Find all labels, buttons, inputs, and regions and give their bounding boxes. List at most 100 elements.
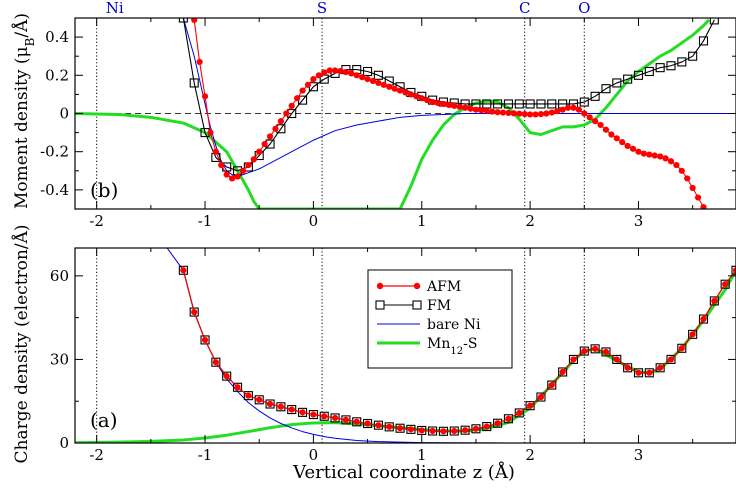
x-tick-label-a: 2 [525, 446, 535, 464]
x-tick-label-a: 1 [417, 446, 427, 464]
y-tick-label-b: -0.2 [40, 143, 69, 161]
point-afm-b [369, 77, 377, 85]
point-afm-b [229, 175, 236, 182]
point-afm-b [624, 142, 631, 150]
charge-density-series [75, 248, 736, 443]
point-afm-b [657, 153, 664, 160]
point-fm-b [688, 51, 698, 61]
point-afm-b [472, 106, 480, 113]
point-afm-b [386, 83, 393, 90]
point-fm-b [601, 84, 611, 94]
point-fm-a [254, 395, 264, 405]
point-fm-b [677, 57, 687, 67]
point-afm-b [424, 97, 431, 104]
point-afm-b [207, 129, 214, 136]
point-afm-a [277, 403, 284, 410]
point-afm-b [272, 125, 279, 132]
point-fm-a [623, 363, 633, 373]
legend-afm-label: AFM [426, 279, 461, 295]
point-fm-a [666, 354, 676, 364]
point-fm-a [709, 296, 719, 306]
legend-mn-main: Mn [427, 336, 450, 352]
point-afm-b [646, 151, 653, 158]
point-afm-a [440, 428, 447, 435]
point-afm-b [478, 107, 485, 114]
point-afm-a [657, 364, 664, 371]
series-bare-ni-line-b [182, 18, 736, 178]
series-mn12-s-line-b [75, 18, 710, 209]
point-afm-b [326, 67, 333, 74]
x-tick-label-a: 3 [634, 446, 644, 464]
point-afm-a [234, 384, 241, 391]
point-fm-b [493, 99, 503, 109]
point-afm-b [532, 111, 539, 118]
point-afm-b [483, 107, 490, 114]
point-afm-b [218, 161, 225, 169]
point-afm-a [570, 356, 577, 363]
point-afm-a [375, 422, 382, 429]
point-afm-a [689, 331, 696, 338]
y-tick-label-a: 30 [50, 350, 69, 368]
point-afm-b [212, 148, 219, 155]
legend-afm-marker-right [413, 282, 421, 290]
point-fm-a [590, 344, 600, 354]
point-afm-b [521, 110, 528, 118]
point-fm-a [308, 410, 318, 420]
ylabel-main: Moment density (μ [12, 46, 32, 209]
point-afm-a [407, 426, 415, 433]
point-afm-b [575, 106, 582, 113]
point-fm-a [525, 401, 535, 411]
point-fm-a [189, 307, 199, 317]
y-tick-label-b: -0.4 [40, 181, 69, 199]
point-afm-b [440, 100, 447, 108]
atom-label-ni: Ni [106, 0, 124, 17]
point-afm-b [667, 158, 675, 165]
y-tick-label-b: 0.2 [45, 66, 69, 84]
point-fm-b [189, 78, 199, 88]
point-afm-a [494, 420, 501, 427]
point-afm-a [527, 402, 534, 409]
plot-area-a [75, 248, 736, 443]
point-afm-b [559, 106, 566, 113]
point-afm-b [407, 91, 415, 98]
point-fm-b [644, 66, 654, 77]
point-fm-a [298, 407, 308, 417]
point-afm-b [288, 102, 295, 109]
point-fm-a [612, 354, 622, 364]
point-afm-b [640, 150, 647, 157]
point-afm-a [331, 414, 339, 422]
point-afm-a [386, 423, 393, 430]
point-afm-a [191, 308, 198, 316]
legend-fm-label: FM [427, 298, 451, 314]
point-afm-b [516, 110, 523, 117]
legend-mn-sub: 12 [450, 346, 463, 357]
point-afm-b [662, 155, 669, 162]
point-afm-a [212, 359, 219, 366]
point-afm-a [646, 369, 653, 376]
point-afm-b [429, 98, 436, 106]
point-afm-b [310, 76, 317, 83]
legend-mn12s-label: Mn12-S [427, 336, 477, 357]
atom-label-o: O [578, 0, 590, 17]
point-afm-b [564, 104, 572, 111]
point-afm-b [434, 99, 442, 107]
point-fm-a [536, 392, 546, 402]
point-afm-b [499, 109, 507, 116]
point-afm-b [602, 126, 610, 133]
point-afm-a [592, 345, 599, 352]
legend-mn-tail: -S [463, 336, 477, 352]
point-afm-a [180, 267, 187, 274]
point-afm-a [581, 347, 588, 355]
legend-bare-ni-label: bare Ni [427, 317, 481, 333]
point-afm-b [700, 203, 707, 209]
y-tick-label-b: 0.4 [45, 28, 69, 46]
point-afm-a [461, 427, 469, 434]
x-tick-label-a: -2 [89, 446, 104, 464]
axes-frame-a [74, 247, 736, 444]
x-tick-label-a: -1 [198, 446, 213, 464]
point-fm-b [590, 91, 600, 101]
x-tick-label-b: 0 [309, 212, 319, 230]
point-fm-b [178, 18, 188, 23]
ylabel-sub: B [23, 37, 37, 46]
legend-fm-marker-right [412, 300, 422, 310]
